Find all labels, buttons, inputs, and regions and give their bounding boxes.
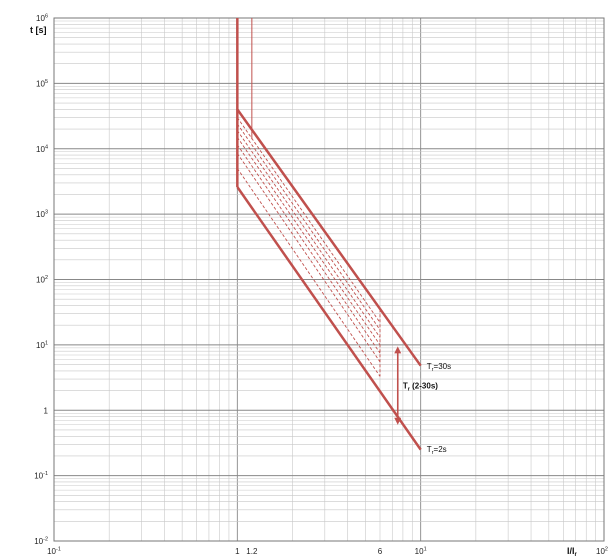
setting-curve-dashed xyxy=(236,117,381,323)
trip-curves xyxy=(236,18,422,451)
setting-curve-dashed xyxy=(236,153,381,363)
x-tick-label: 1.2 xyxy=(246,547,258,556)
setting-curve-dashed xyxy=(236,130,381,338)
axis-titles: t [s] I/Ir xyxy=(30,25,578,558)
setting-curve-dashed xyxy=(236,136,381,346)
annotations: Tr=30s Tr (2-30s) Tr=2s xyxy=(403,362,451,456)
annotation-tr-2s: Tr=2s xyxy=(427,445,447,456)
y-tick-label: 105 xyxy=(36,79,48,89)
trip-curve-line xyxy=(236,186,422,451)
range-arrow-head-top xyxy=(394,346,402,354)
y-tick-label: 106 xyxy=(36,14,48,24)
setting-curve-dashed xyxy=(236,123,381,331)
y-tick-label: 10-1 xyxy=(34,471,48,481)
x-tick-label: 102 xyxy=(596,547,608,557)
setting-curve-dashed xyxy=(236,144,381,354)
range-arrow xyxy=(394,346,402,425)
grid xyxy=(53,17,605,542)
x-tick-label: 101 xyxy=(415,547,427,557)
y-tick-label: 101 xyxy=(36,340,48,350)
y-tick-label: 103 xyxy=(36,210,48,220)
y-tick-label: 102 xyxy=(36,275,48,285)
range-arrow-head-bottom xyxy=(394,417,402,425)
x-axis-title: I/Ir xyxy=(567,546,578,558)
y-tick-label: 104 xyxy=(36,144,48,154)
y-axis-title: t [s] xyxy=(30,25,47,35)
annotation-tr-range: Tr (2-30s) xyxy=(403,382,438,393)
x-tick-label: 1 xyxy=(235,547,240,556)
x-tick-label: 10-1 xyxy=(47,547,61,557)
y-tick-label: 1 xyxy=(44,406,49,415)
x-tick-label: 6 xyxy=(378,547,383,556)
y-tick-label: 10-2 xyxy=(34,537,48,547)
annotation-tr-30s: Tr=30s xyxy=(427,362,451,373)
plot-frame xyxy=(53,17,605,542)
setting-curve-dashed xyxy=(236,168,381,377)
